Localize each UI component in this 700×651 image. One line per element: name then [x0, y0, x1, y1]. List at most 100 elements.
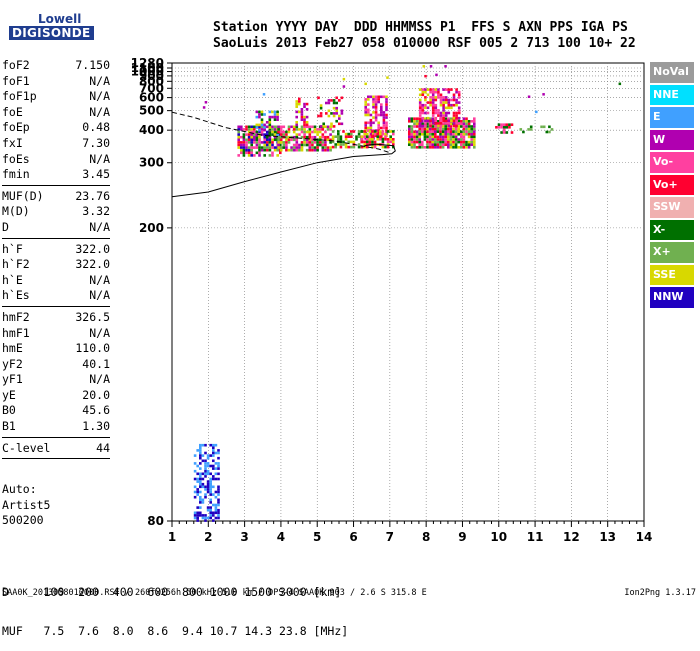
echo-point: [465, 133, 468, 136]
echo-point: [258, 113, 261, 116]
echo-point: [332, 125, 336, 128]
y-tick-label: 1000: [131, 65, 164, 79]
echo-point: [452, 119, 456, 123]
echo-point: [367, 113, 370, 117]
echo-point: [434, 124, 438, 128]
echo-point: [201, 459, 205, 463]
echo-point: [250, 135, 253, 139]
echo-point: [385, 121, 388, 125]
echo-point: [360, 130, 364, 133]
echo-point: [426, 133, 429, 136]
echo-point: [332, 112, 336, 115]
echo-point: [295, 123, 298, 127]
echo-point: [437, 96, 440, 99]
echo-point: [204, 451, 207, 455]
echo-point: [424, 74, 427, 78]
echo-point: [321, 128, 325, 131]
echo-point: [292, 125, 296, 129]
echo-point: [282, 146, 286, 149]
echo-point: [424, 119, 427, 123]
echo-point: [217, 503, 220, 507]
echo-point: [431, 101, 435, 104]
echo-point: [313, 128, 317, 131]
echo-point: [331, 130, 335, 133]
echo-point: [327, 114, 331, 118]
echo-point: [204, 519, 207, 522]
echo-point: [206, 480, 210, 483]
echo-point: [455, 101, 458, 104]
echo-point: [245, 146, 248, 149]
echo-point: [313, 141, 317, 144]
echo-point: [339, 143, 343, 146]
echo-point: [431, 114, 435, 117]
echo-point: [380, 95, 383, 99]
param-label: fxI: [2, 135, 23, 150]
echo-point: [308, 135, 312, 139]
echo-point: [237, 141, 240, 144]
echo-point: [455, 88, 458, 91]
echo-point: [408, 135, 411, 139]
echo-point: [389, 138, 392, 141]
echo-point: [344, 132, 348, 136]
echo-point: [423, 146, 427, 149]
echo-point: [332, 106, 336, 110]
echo-point: [199, 454, 202, 457]
echo-point: [318, 135, 322, 139]
echo-point: [237, 146, 240, 149]
legend-entry: W: [650, 129, 694, 150]
echo-point: [245, 125, 248, 129]
echo-point: [435, 73, 438, 77]
auto-label: Auto:: [2, 482, 37, 496]
x-tick-label: 5: [313, 530, 321, 544]
echo-point: [217, 490, 220, 494]
echo-point: [212, 511, 215, 515]
echo-point: [457, 93, 461, 97]
echo-point: [326, 125, 330, 129]
echo-point: [201, 498, 205, 502]
echo-point: [374, 105, 378, 109]
echo-point: [308, 130, 312, 134]
echo-point: [366, 143, 369, 146]
param-row: foEs N/A: [2, 152, 110, 168]
echo-point: [209, 514, 212, 517]
echo-point: [273, 148, 277, 152]
echo-point: [344, 138, 348, 141]
echo-point: [209, 443, 212, 447]
echo-point: [295, 102, 298, 106]
echo-point: [276, 134, 279, 137]
echo-point: [441, 143, 445, 146]
echo-point: [206, 482, 210, 486]
echo-point: [418, 138, 421, 141]
echo-point: [465, 127, 468, 131]
echo-point: [377, 126, 380, 130]
y-tick-label: 400: [139, 123, 164, 137]
y-tick-label: 700: [139, 81, 164, 95]
echo-point: [339, 138, 343, 141]
param-label: h`F: [2, 241, 23, 256]
echo-point: [258, 128, 261, 132]
echo-point: [367, 126, 370, 130]
echo-point: [217, 451, 220, 455]
echo-point: [357, 143, 361, 146]
echo-point: [429, 101, 432, 104]
echo-point: [413, 122, 416, 126]
echo-point: [214, 490, 218, 494]
echo-point: [266, 125, 269, 129]
echo-point: [389, 130, 392, 133]
echo-point: [273, 113, 277, 116]
echo-point: [385, 124, 388, 127]
echo-point: [454, 138, 458, 141]
echo-point: [374, 113, 378, 117]
echo-point: [545, 130, 549, 134]
echo-point: [431, 127, 434, 131]
echo-point: [258, 130, 261, 134]
echo-point: [250, 125, 253, 129]
echo-point: [418, 143, 421, 146]
echo-point: [382, 126, 386, 130]
echo-point: [344, 143, 348, 146]
param-separator: [2, 305, 110, 310]
echo-point: [377, 124, 380, 127]
echo-point: [245, 143, 248, 147]
trace-line-dashed: [171, 111, 390, 154]
echo-point: [199, 495, 202, 499]
